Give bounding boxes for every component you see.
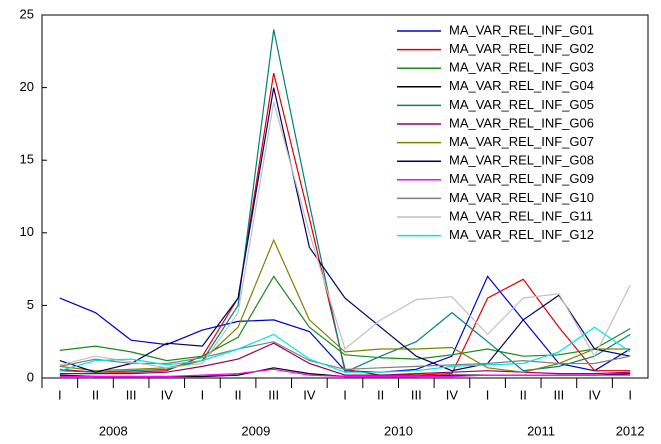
x-tick-label: I	[58, 387, 62, 402]
legend-label: MA_VAR_REL_INF_G02	[449, 41, 594, 56]
x-tick-label: III	[268, 387, 279, 402]
x-tick-label: II	[92, 387, 99, 402]
y-tick-label: 25	[20, 6, 34, 21]
x-tick-label: II	[234, 387, 241, 402]
y-tick-label: 10	[20, 224, 34, 239]
x-tick-label: I	[201, 387, 205, 402]
series-line	[59, 342, 631, 376]
legend-label: MA_VAR_REL_INF_G11	[449, 208, 593, 223]
series-line	[59, 326, 631, 373]
legend-label: MA_VAR_REL_INF_G06	[449, 115, 594, 130]
x-tick-label: I	[486, 387, 490, 402]
x-tick-label: I	[343, 387, 347, 402]
legend-label: MA_VAR_REL_INF_G05	[449, 97, 594, 112]
y-tick-label: 20	[20, 79, 34, 94]
x-tick-label: II	[377, 387, 384, 402]
x-tick-label: IV	[161, 387, 174, 402]
y-tick-label: 0	[27, 369, 34, 384]
series-line	[59, 238, 631, 373]
x-tick-label: IV	[303, 387, 316, 402]
legend-label: MA_VAR_REL_INF_G04	[449, 78, 594, 93]
series-line	[59, 275, 631, 362]
legend-label: MA_VAR_REL_INF_G03	[449, 60, 594, 75]
series-line	[59, 368, 631, 378]
series-line	[59, 87, 631, 373]
x-tick-label: III	[553, 387, 564, 402]
legend-label: MA_VAR_REL_INF_G08	[449, 153, 594, 168]
x-tick-label: II	[520, 387, 527, 402]
year-label: 2008	[99, 423, 128, 438]
x-tick-label: I	[628, 387, 632, 402]
plot-frame	[41, 14, 649, 379]
series-line	[59, 275, 631, 373]
y-tick-label: 15	[20, 152, 34, 167]
y-tick-label: 5	[27, 297, 34, 312]
legend-label: MA_VAR_REL_INF_G07	[449, 134, 594, 149]
legend-label: MA_VAR_REL_INF_G09	[449, 171, 594, 186]
x-tick-label: III	[411, 387, 422, 402]
legend-label: MA_VAR_REL_INF_G01	[449, 22, 594, 37]
legend-label: MA_VAR_REL_INF_G12	[449, 227, 594, 242]
x-tick-label: IV	[446, 387, 459, 402]
legend-label: MA_VAR_REL_INF_G10	[449, 190, 594, 205]
year-label: 2009	[241, 423, 270, 438]
legend-box	[393, 21, 644, 247]
x-tick-label: IV	[588, 387, 601, 402]
year-label: 2012	[616, 423, 645, 438]
year-label: 2011	[527, 423, 555, 438]
year-label: 2010	[384, 423, 413, 438]
x-tick-label: III	[126, 387, 137, 402]
series-line	[59, 101, 631, 369]
